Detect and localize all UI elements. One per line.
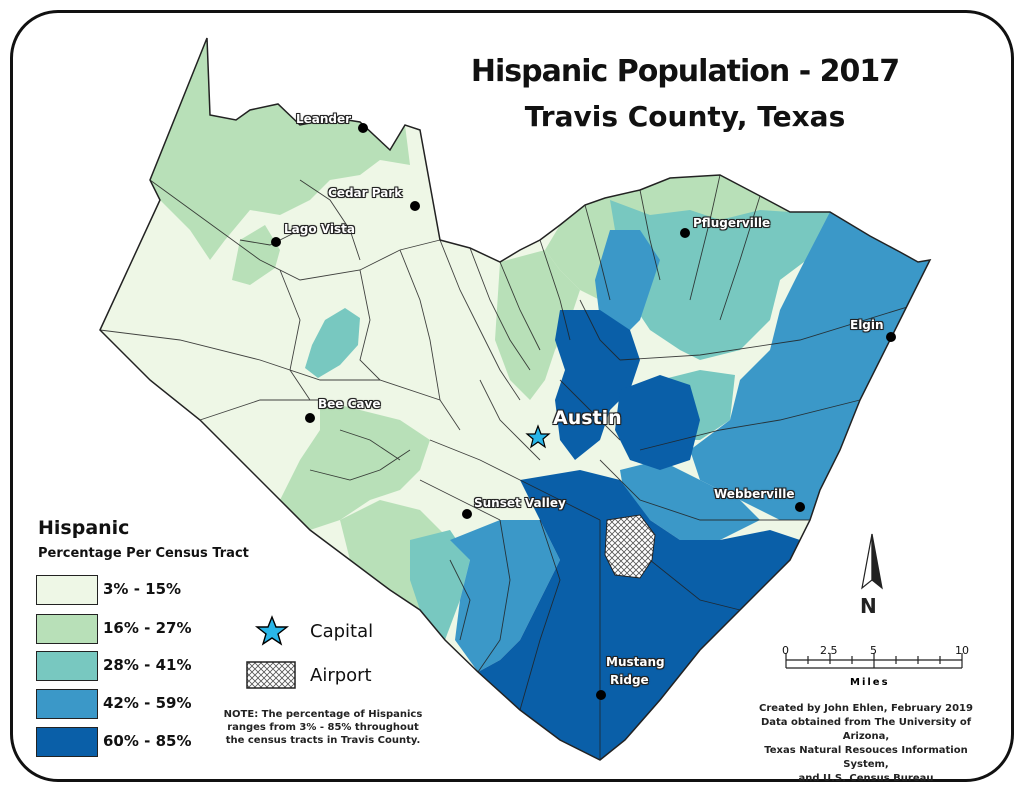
region-60-85-south xyxy=(478,470,800,760)
tract-boundaries xyxy=(100,174,930,760)
sunset-valley-point xyxy=(462,509,472,519)
legend-label: 60% - 85% xyxy=(103,732,192,750)
label-webberville: Webberville xyxy=(714,487,795,501)
legend-class-3: 28% - 41% xyxy=(36,651,216,681)
legend-label: 28% - 41% xyxy=(103,656,192,674)
legend-swatch xyxy=(36,651,98,681)
region-16-27-southwest xyxy=(280,400,430,530)
lago-vista-point xyxy=(271,237,281,247)
legend-class-4: 42% - 59% xyxy=(36,689,216,719)
label-bee-cave: Bee Cave xyxy=(318,397,381,411)
region-28-41-sw xyxy=(410,530,470,640)
legend-label: 16% - 27% xyxy=(103,619,192,637)
region-16-27-central xyxy=(495,250,580,400)
capital-star-icon xyxy=(525,424,551,449)
north-arrow-icon xyxy=(861,533,883,590)
legend-title: Hispanic xyxy=(38,517,130,539)
label-pflugerville: Pflugerville xyxy=(693,216,771,230)
leander-point xyxy=(358,123,368,133)
map-note: NOTE: The percentage of Hispanics ranges… xyxy=(223,709,423,746)
legend-capital-star-icon xyxy=(254,615,290,646)
credit-line-3: Texas Natural Resouces Information Syste… xyxy=(764,745,968,770)
legend-label: 42% - 59% xyxy=(103,694,192,712)
region-28-41-lake xyxy=(305,308,360,378)
label-lago-vista: Lago Vista xyxy=(284,222,355,236)
legend-swatch xyxy=(36,614,98,644)
label-mustang-ridge-1: Mustang xyxy=(606,655,665,669)
legend-class-1: 3% - 15% xyxy=(36,575,216,605)
scale-tick-10: 10 xyxy=(955,644,969,657)
legend-airport-swatch xyxy=(246,661,296,689)
region-42-59-south xyxy=(450,520,560,672)
region-42-59-east xyxy=(690,212,930,520)
label-cedar-park: Cedar Park xyxy=(328,186,403,200)
label-sunset-valley: Sunset Valley xyxy=(474,496,566,510)
legend-swatch xyxy=(36,727,98,757)
cedar-park-point xyxy=(410,201,420,211)
bee-cave-point xyxy=(305,413,315,423)
label-mustang-ridge-2: Ridge xyxy=(610,673,649,687)
legend-class-5: 60% - 85% xyxy=(36,727,216,757)
legend-airport-label: Airport xyxy=(310,665,372,686)
map-subtitle: Travis County, Texas xyxy=(524,100,846,133)
region-16-27-lagovista xyxy=(232,225,280,285)
scale-tick-2-5: 2.5 xyxy=(820,644,838,657)
credit-line-2: Data obtained from The University of Ari… xyxy=(760,717,972,742)
county-outline xyxy=(99,37,932,761)
label-austin: Austin xyxy=(553,407,622,429)
map-title: Hispanic Population - 2017 xyxy=(470,54,900,89)
scale-unit: Miles xyxy=(850,677,890,688)
mustang-ridge-point xyxy=(596,690,606,700)
credit-line-4: and U.S. Census Bureau xyxy=(798,773,934,784)
airport-area xyxy=(604,514,656,579)
legend-swatch xyxy=(36,575,98,605)
credit-line-1: Created by John Ehlen, February 2019 xyxy=(759,703,973,714)
scale-bar xyxy=(785,653,963,669)
scale-tick-0: 0 xyxy=(782,644,789,657)
city-points xyxy=(271,123,896,700)
region-42-59-north xyxy=(595,230,660,340)
region-28-41-east xyxy=(610,200,830,360)
label-elgin: Elgin xyxy=(850,318,884,332)
scale-tick-5: 5 xyxy=(870,644,877,657)
region-16-27-northwest xyxy=(150,38,410,260)
north-label: N xyxy=(860,594,877,618)
legend-class-2: 16% - 27% xyxy=(36,614,216,644)
region-60-85-east xyxy=(615,375,700,470)
region-60-85-central xyxy=(555,310,640,460)
legend-capital-label: Capital xyxy=(310,621,374,642)
legend-subtitle: Percentage Per Census Tract xyxy=(38,546,249,561)
legend-label: 3% - 15% xyxy=(103,580,182,598)
webberville-point xyxy=(795,502,805,512)
pflugerville-point xyxy=(680,228,690,238)
legend-swatch xyxy=(36,689,98,719)
elgin-point xyxy=(886,332,896,342)
label-leander: Leander xyxy=(296,112,352,126)
map-credit: Created by John Ehlen, February 2019 Dat… xyxy=(746,702,986,786)
